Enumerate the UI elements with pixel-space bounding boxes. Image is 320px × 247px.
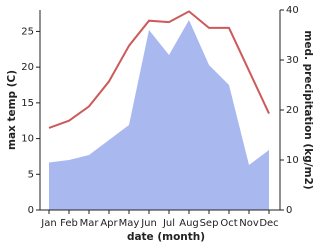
x-tick-label: Jun: [140, 218, 157, 229]
x-tick-label: Jan: [40, 218, 56, 229]
y2-tick-label: 0: [286, 205, 292, 216]
y2-tick-label: 20: [286, 105, 299, 116]
y-tick-label: 5: [28, 169, 34, 180]
y2-axis-label: med. precipitation (kg/m2): [302, 30, 314, 189]
x-tick-label: Nov: [239, 218, 259, 229]
x-tick-label: Oct: [220, 218, 237, 229]
y-tick-label: 0: [28, 205, 34, 216]
y2-tick-label: 30: [286, 55, 299, 66]
x-tick-label: Aug: [179, 218, 199, 229]
temp-line: [48, 10, 270, 129]
y-tick-label: 15: [21, 98, 34, 109]
y-tick-label: 20: [21, 62, 34, 73]
x-tick-label: Feb: [60, 218, 78, 229]
y-tick-label: 10: [21, 134, 34, 145]
x-tick-label: Apr: [100, 218, 118, 229]
y2-tick-label: 40: [286, 5, 299, 16]
y-axis-label: max temp (C): [6, 70, 18, 150]
x-axis-label: date (month): [127, 231, 205, 243]
x-tick-label: Sep: [200, 218, 219, 229]
precipitation-area: [49, 20, 269, 210]
x-tick-label: Dec: [259, 218, 278, 229]
y2-tick-label: 10: [286, 155, 299, 166]
x-tick-label: Mar: [80, 218, 100, 229]
y-tick-label: 25: [21, 26, 34, 37]
x-tick-label: May: [119, 218, 140, 229]
x-tick-label: Jul: [162, 218, 175, 229]
